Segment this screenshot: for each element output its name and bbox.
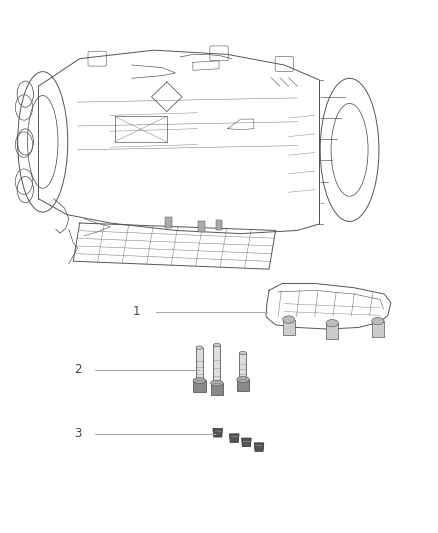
- FancyBboxPatch shape: [326, 323, 338, 339]
- Polygon shape: [242, 438, 251, 447]
- Ellipse shape: [237, 376, 249, 382]
- Ellipse shape: [196, 346, 203, 349]
- Polygon shape: [230, 434, 239, 442]
- FancyBboxPatch shape: [213, 345, 220, 383]
- Ellipse shape: [211, 380, 223, 386]
- Ellipse shape: [213, 343, 220, 346]
- Ellipse shape: [372, 317, 384, 325]
- Ellipse shape: [326, 319, 338, 327]
- FancyBboxPatch shape: [196, 348, 203, 381]
- FancyBboxPatch shape: [240, 353, 247, 379]
- FancyBboxPatch shape: [193, 381, 206, 392]
- Ellipse shape: [283, 316, 295, 323]
- Polygon shape: [213, 429, 223, 437]
- FancyBboxPatch shape: [283, 319, 295, 335]
- Polygon shape: [254, 443, 264, 451]
- Ellipse shape: [193, 377, 206, 383]
- Text: 3: 3: [74, 427, 81, 440]
- FancyBboxPatch shape: [166, 217, 173, 228]
- Text: 2: 2: [74, 364, 81, 376]
- FancyBboxPatch shape: [211, 383, 223, 395]
- FancyBboxPatch shape: [215, 220, 223, 230]
- Text: 1: 1: [133, 305, 140, 318]
- Ellipse shape: [240, 351, 247, 354]
- FancyBboxPatch shape: [237, 379, 249, 391]
- FancyBboxPatch shape: [372, 321, 384, 337]
- FancyBboxPatch shape: [198, 221, 205, 231]
